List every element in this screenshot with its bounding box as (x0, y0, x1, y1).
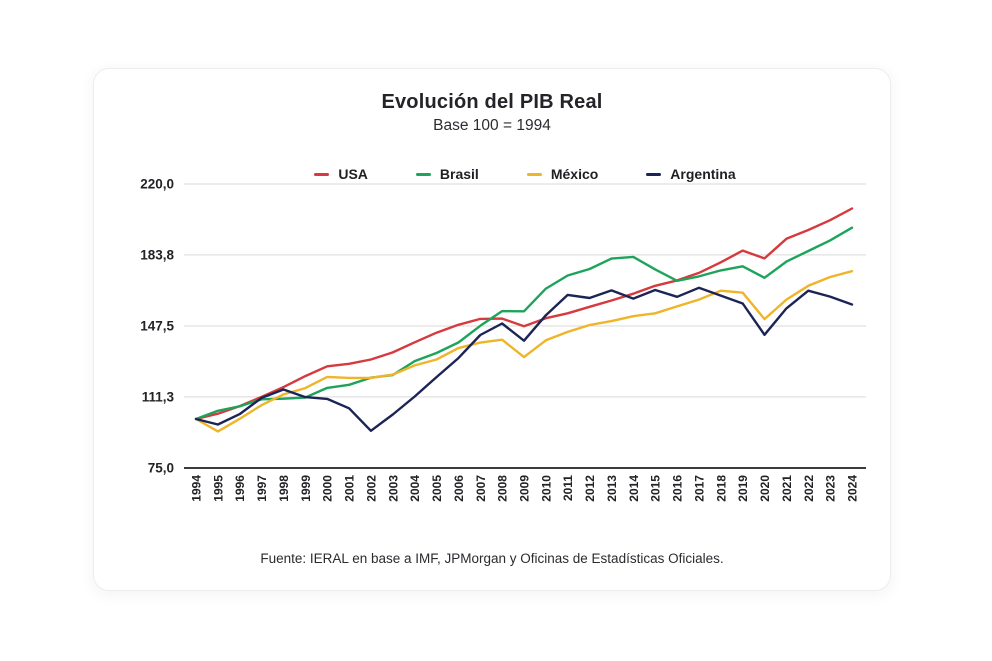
legend-swatch-brasil (415, 172, 431, 176)
x-tick-label-2011: 2011 (561, 475, 575, 501)
legend-label-usa: USA (338, 166, 368, 182)
chart-legend: USA Brasil México Argentina (184, 164, 866, 184)
x-tick-label-1996: 1996 (233, 475, 247, 502)
line-chart-svg: 75,0 111,3 147,5 183,8 220,0 1994 1995 1996 1997… (140, 177, 866, 502)
y-tick-label-147,5: 147,5 (140, 319, 174, 334)
series-line-usa (194, 207, 854, 421)
x-tick-label-2017: 2017 (692, 475, 706, 502)
x-tick-label-2015: 2015 (649, 475, 663, 502)
x-tick-label-1998: 1998 (277, 475, 291, 502)
legend-swatch-usa (314, 172, 330, 176)
legend-label-mexico: México (550, 166, 599, 182)
y-tick-label-111,3: 111,3 (142, 390, 175, 405)
x-tick-label-2004: 2004 (408, 475, 422, 502)
x-tick-label-2014: 2014 (627, 475, 641, 502)
y-tick-label-220,0: 220,0 (140, 177, 174, 192)
x-tick-label-2000: 2000 (321, 475, 335, 502)
chart-card: Evolución del PIB Real Base 100 = 1994 U… (93, 68, 891, 591)
legend-item-brasil: Brasil (415, 166, 479, 182)
x-tick-label-2024: 2024 (846, 475, 860, 502)
legend-item-usa: USA (314, 166, 368, 182)
x-tick-label-2022: 2022 (802, 475, 816, 502)
x-tick-label-2016: 2016 (671, 475, 685, 502)
source-note: Fuente: IERAL en base a IMF, JPMorgan y … (260, 551, 724, 566)
chart-title: Evolución del PIB Real (381, 91, 603, 113)
legend-swatch-argentina (646, 172, 662, 176)
x-tick-label-2021: 2021 (780, 475, 794, 502)
y-tick-label-183,8: 183,8 (140, 248, 174, 263)
legend-swatch-mexico (526, 172, 542, 176)
legend-item-argentina: Argentina (646, 166, 736, 182)
legend-label-argentina: Argentina (670, 166, 736, 182)
x-tick-label-2018: 2018 (714, 475, 728, 502)
x-tick-label-2010: 2010 (539, 475, 553, 502)
x-tick-label-1999: 1999 (299, 475, 313, 502)
legend-label-brasil: Brasil (439, 166, 479, 182)
x-tick-label-2009: 2009 (518, 475, 532, 502)
x-tick-label-1997: 1997 (255, 475, 269, 502)
x-tick-label-2005: 2005 (430, 475, 444, 502)
series-line-mexico (194, 269, 854, 433)
x-tick-label-2019: 2019 (736, 475, 750, 502)
x-tick-label-1994: 1994 (190, 475, 204, 502)
x-tick-label-2007: 2007 (474, 475, 488, 502)
x-tick-label-2008: 2008 (496, 475, 510, 502)
x-tick-label-1995: 1995 (211, 475, 225, 502)
series-line-argentina (194, 286, 854, 432)
x-tick-label-2012: 2012 (583, 475, 597, 502)
x-tick-label-2001: 2001 (343, 475, 357, 502)
legend-item-mexico: México (526, 166, 599, 182)
x-tick-label-2003: 2003 (386, 475, 400, 502)
y-tick-label-75,0: 75,0 (148, 461, 174, 476)
chart-subtitle: Base 100 = 1994 (433, 117, 551, 134)
x-tick-label-2006: 2006 (452, 475, 466, 502)
x-tick-label-2020: 2020 (758, 475, 772, 502)
x-tick-label-2002: 2002 (364, 475, 378, 502)
x-tick-label-2013: 2013 (605, 475, 619, 502)
x-tick-label-2023: 2023 (824, 475, 838, 502)
